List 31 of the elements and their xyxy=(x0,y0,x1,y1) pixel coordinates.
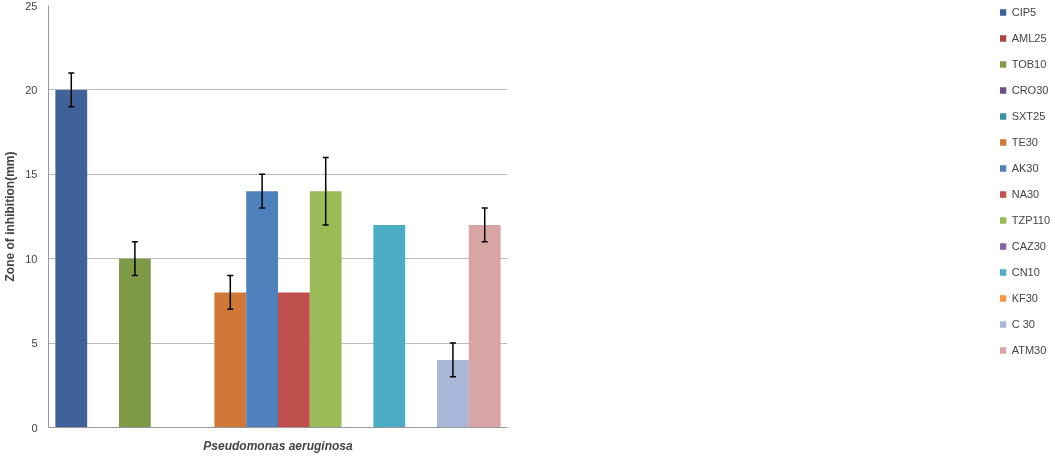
y-tick-label: 5 xyxy=(31,337,38,350)
legend-label: ATM30 xyxy=(1011,343,1047,357)
bar xyxy=(373,224,406,428)
legend-label: TZP110 xyxy=(1011,213,1050,227)
legend-label: CAZ30 xyxy=(1011,239,1046,253)
legend-label: AML25 xyxy=(1011,31,1047,45)
y-axis-title: Zone of inhibition(mm) xyxy=(3,151,18,282)
legend-label: AK30 xyxy=(1011,161,1039,175)
bar xyxy=(55,89,88,428)
x-axis-title: Pseudomonas aeruginosa xyxy=(203,438,354,453)
legend-label: TE30 xyxy=(1011,135,1038,149)
y-tick-label: 10 xyxy=(25,252,38,265)
bar xyxy=(118,258,151,428)
bar xyxy=(278,292,310,428)
legend-label: CN10 xyxy=(1011,265,1040,279)
bar xyxy=(214,292,247,428)
legend-label: KF30 xyxy=(1011,291,1038,305)
bar xyxy=(437,359,469,428)
legend-label: CRO30 xyxy=(1011,83,1049,97)
legend-label: C 30 xyxy=(1011,317,1035,331)
y-tick-label: 20 xyxy=(25,83,38,96)
y-tick-label: 0 xyxy=(31,421,38,434)
bar xyxy=(246,191,278,428)
legend-label: CIP5 xyxy=(1011,5,1037,19)
legend-label: NA30 xyxy=(1011,187,1040,201)
bar xyxy=(309,191,342,428)
bar xyxy=(468,224,501,428)
y-tick-label: 25 xyxy=(25,0,38,12)
legend-label: SXT25 xyxy=(1011,109,1046,123)
y-tick-label: 15 xyxy=(25,168,38,181)
legend-label: TOB10 xyxy=(1011,57,1047,71)
